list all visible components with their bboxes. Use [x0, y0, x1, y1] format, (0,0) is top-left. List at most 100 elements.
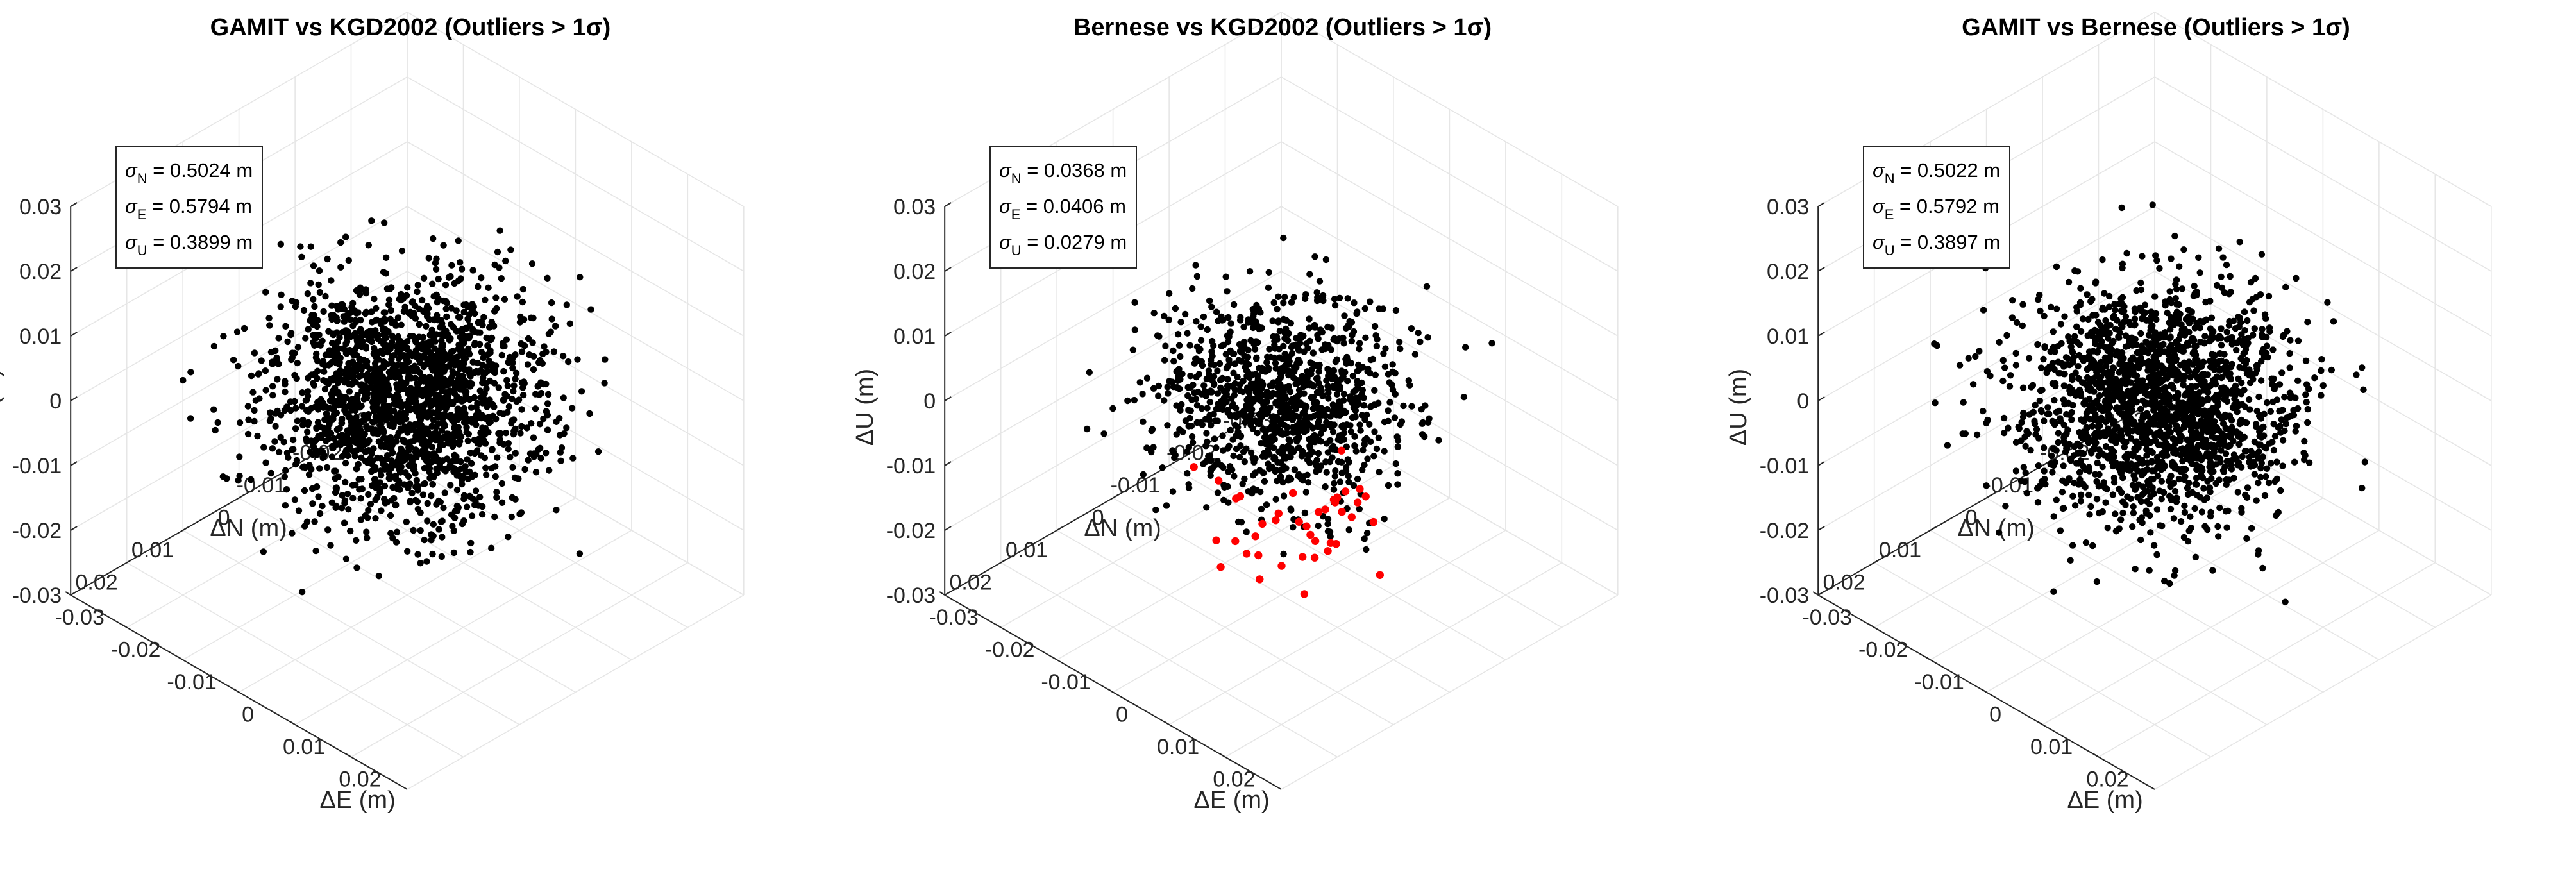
y-tick-mark	[183, 527, 188, 530]
data-point	[2119, 294, 2126, 301]
data-point	[1360, 447, 1366, 453]
data-point	[544, 426, 551, 433]
data-point	[1200, 460, 1206, 467]
data-point	[1322, 412, 1329, 419]
data-point	[2244, 370, 2250, 376]
data-point	[1359, 391, 1365, 397]
data-point	[1345, 456, 1351, 462]
data-point	[2074, 441, 2080, 447]
data-point	[587, 306, 594, 312]
data-point	[305, 290, 311, 297]
data-point	[1376, 469, 1382, 475]
data-point	[1315, 405, 1321, 412]
data-point	[335, 345, 342, 351]
data-point	[1203, 504, 1209, 510]
data-point	[266, 322, 273, 328]
data-point	[1193, 374, 1199, 380]
data-point	[1203, 393, 1209, 399]
data-point	[2161, 578, 2168, 584]
data-point	[367, 455, 373, 462]
stat-symbol: σ	[125, 231, 138, 253]
data-point	[2037, 398, 2043, 404]
data-point	[459, 330, 465, 337]
data-point	[409, 298, 416, 305]
data-point	[2035, 462, 2042, 469]
data-point	[1393, 460, 1399, 467]
data-point	[393, 476, 400, 482]
data-point	[1353, 310, 1360, 317]
data-point	[267, 409, 273, 416]
x-tick-label: -0.03	[1802, 605, 1852, 630]
data-point	[2271, 447, 2277, 453]
data-point	[344, 427, 351, 433]
stat-subscript: U	[1011, 242, 1022, 258]
data-point	[344, 333, 350, 340]
data-point	[491, 367, 497, 373]
data-point	[337, 264, 344, 271]
data-point	[307, 280, 314, 286]
data-point	[420, 308, 426, 315]
data-point	[2041, 343, 2048, 349]
data-point	[1348, 513, 1356, 521]
data-point	[1366, 421, 1372, 428]
data-point	[301, 307, 307, 314]
data-point	[1372, 323, 1378, 330]
data-point	[346, 403, 352, 409]
data-point	[494, 454, 500, 460]
data-point	[1327, 539, 1334, 547]
data-point	[394, 398, 401, 405]
data-point	[253, 397, 259, 403]
data-point	[1233, 446, 1240, 452]
data-point	[2055, 439, 2061, 446]
data-point	[305, 326, 312, 332]
data-point	[1931, 340, 1937, 347]
data-point	[2277, 487, 2284, 494]
data-point	[1371, 387, 1377, 394]
data-point	[1272, 436, 1278, 442]
data-point	[2235, 489, 2241, 495]
data-point	[1243, 446, 1249, 452]
data-point	[450, 400, 456, 407]
data-point	[2311, 374, 2318, 381]
data-point	[2259, 251, 2265, 258]
data-point	[469, 267, 476, 273]
data-point	[501, 343, 507, 349]
data-point	[1380, 305, 1386, 312]
data-point	[417, 527, 424, 534]
data-point	[372, 363, 378, 369]
data-point	[294, 457, 300, 464]
data-point	[274, 358, 280, 364]
data-point	[2082, 397, 2089, 403]
data-point	[2076, 469, 2083, 476]
z-axis-label: ΔU (m)	[0, 369, 4, 446]
data-point	[433, 384, 439, 391]
data-point	[1328, 423, 1334, 429]
data-point	[2038, 408, 2044, 415]
z-tick-mark	[1818, 526, 1824, 530]
data-point	[345, 506, 351, 512]
data-point	[324, 464, 330, 471]
data-point	[2291, 459, 2298, 466]
data-point	[1363, 546, 1369, 553]
data-point	[1209, 338, 1215, 344]
data-point	[520, 286, 526, 292]
stat-subscript: E	[137, 206, 147, 223]
data-point	[2041, 417, 2047, 424]
data-point	[1245, 369, 1251, 375]
data-point	[2089, 296, 2095, 302]
data-point	[1084, 426, 1090, 432]
data-point	[444, 299, 450, 306]
data-point	[2153, 551, 2160, 558]
data-point	[245, 431, 251, 437]
x-tick-mark	[1220, 754, 1225, 757]
data-point	[1302, 291, 1309, 298]
data-point	[1313, 399, 1319, 406]
data-point	[491, 403, 497, 410]
z-tick-label: 0.02	[19, 260, 62, 284]
data-point	[312, 332, 318, 338]
data-point	[262, 460, 269, 466]
data-point	[306, 471, 312, 478]
data-point	[479, 511, 485, 517]
data-point	[1392, 414, 1398, 421]
data-point	[2193, 482, 2200, 488]
